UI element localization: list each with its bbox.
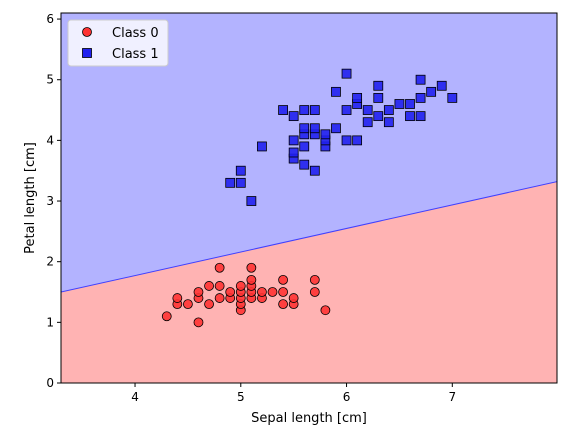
point-class-0 [204, 281, 214, 291]
point-class-1 [320, 129, 331, 140]
point-class-1 [288, 147, 299, 158]
point-class-1 [246, 196, 257, 206]
point-class-1 [383, 105, 394, 115]
point-class-1 [341, 68, 352, 79]
y-tick-label: 2 [46, 255, 54, 269]
point-class-1 [383, 117, 394, 128]
point-class-1 [405, 111, 415, 122]
point-class-1 [257, 141, 267, 152]
point-class-1 [299, 123, 310, 134]
point-class-0 [257, 287, 267, 297]
point-class-0 [172, 293, 183, 303]
point-class-1 [341, 105, 352, 115]
point-class-1 [373, 93, 384, 103]
y-tick-label: 1 [46, 315, 54, 329]
legend-box [67, 19, 169, 67]
legend-marker-class-1 [82, 48, 92, 58]
point-class-0 [278, 274, 288, 285]
point-class-1 [426, 86, 437, 97]
region-class-0 [61, 181, 557, 383]
legend-label-class-1: Class 1 [112, 47, 159, 62]
point-class-0 [204, 299, 214, 310]
point-class-1 [299, 105, 310, 115]
decision-boundary-line [61, 181, 557, 293]
point-class-1 [299, 159, 310, 170]
point-class-0 [309, 287, 320, 297]
point-class-0 [193, 287, 204, 297]
legend-marker-class-0 [82, 27, 92, 37]
point-class-1 [447, 93, 458, 103]
point-class-1 [373, 80, 384, 91]
point-class-1 [415, 111, 426, 122]
point-class-1 [405, 99, 415, 109]
point-class-0 [320, 305, 331, 316]
point-class-1 [225, 177, 236, 188]
point-class-1 [235, 165, 246, 176]
x-tick-label: 6 [343, 390, 351, 404]
point-class-0 [161, 311, 172, 322]
point-class-0 [214, 262, 225, 273]
x-tick-label: 4 [131, 390, 139, 404]
x-axis-label: Sepal length [cm] [251, 411, 367, 426]
plot-frame [60, 12, 558, 384]
region-class-1 [61, 13, 557, 293]
point-class-1 [341, 135, 352, 146]
y-tick-label: 5 [46, 73, 54, 87]
point-class-1 [352, 93, 363, 103]
y-tick-label: 6 [46, 12, 54, 26]
point-class-1 [288, 111, 299, 122]
x-tick-label: 7 [448, 390, 456, 404]
point-class-1 [278, 105, 288, 115]
point-class-0 [214, 293, 225, 303]
point-class-1 [309, 123, 320, 134]
point-class-0 [278, 299, 288, 310]
point-class-0 [225, 287, 236, 297]
point-class-1 [394, 99, 405, 109]
point-class-0 [246, 274, 257, 285]
point-class-0 [246, 262, 257, 273]
point-class-1 [235, 177, 246, 188]
point-class-0 [267, 287, 278, 297]
x-tick-label: 5 [237, 390, 245, 404]
point-class-1 [309, 165, 320, 176]
point-class-1 [373, 111, 384, 122]
point-class-1 [362, 105, 373, 115]
y-axis-label: Petal length [cm] [23, 142, 38, 254]
point-class-1 [309, 105, 320, 115]
point-class-0 [183, 299, 193, 310]
point-class-0 [278, 287, 288, 297]
point-class-1 [436, 80, 447, 91]
point-class-0 [193, 317, 204, 328]
legend-label-class-0: Class 0 [112, 26, 159, 41]
point-class-1 [331, 86, 341, 97]
point-class-1 [331, 123, 341, 134]
point-class-0 [309, 274, 320, 285]
point-class-1 [288, 135, 299, 146]
point-class-1 [362, 117, 373, 128]
y-tick-label: 0 [46, 376, 54, 390]
point-class-1 [415, 93, 426, 103]
point-class-0 [235, 281, 246, 291]
point-class-1 [352, 135, 363, 146]
point-class-0 [288, 293, 299, 303]
y-tick-label: 3 [46, 194, 54, 208]
point-class-1 [299, 141, 310, 152]
point-class-0 [214, 281, 225, 291]
y-tick-label: 4 [46, 133, 54, 147]
point-class-1 [415, 74, 426, 85]
legend: Class 0 Class 1 [67, 19, 169, 67]
